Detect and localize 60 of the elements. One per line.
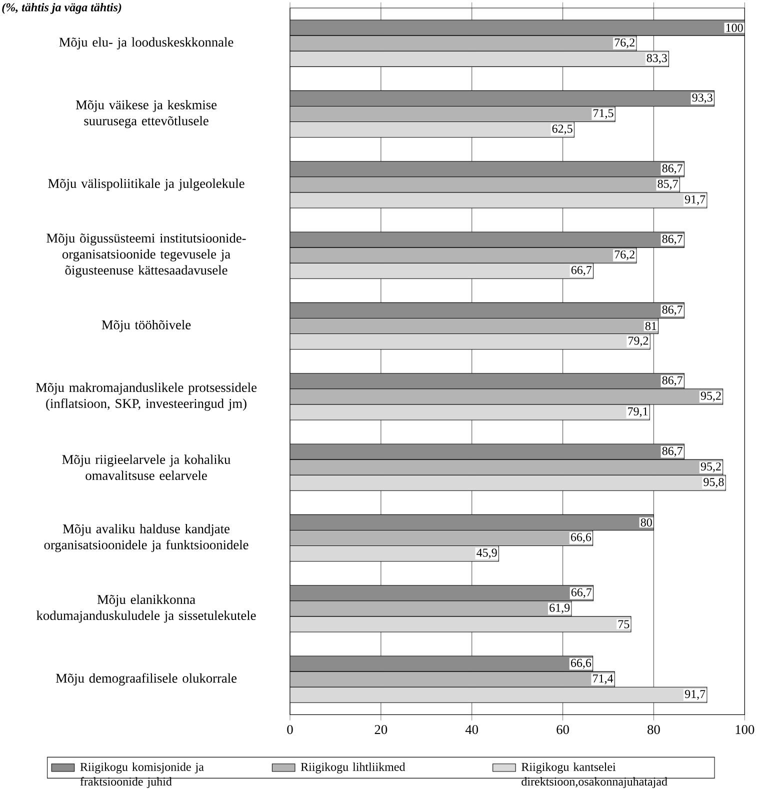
y-tick-label: Mõju välispoliitikale ja julgeolekule: [48, 178, 244, 191]
data-label: 86,7: [662, 306, 682, 316]
bar: [290, 334, 650, 350]
data-label: 95,2: [700, 392, 721, 402]
data-label: 86,7: [662, 234, 682, 245]
data-label: 71,5: [594, 109, 614, 119]
data-label: 76,2: [614, 38, 634, 48]
data-label: 95,2: [700, 462, 721, 472]
data-label: 86,7: [662, 376, 682, 386]
bar: [290, 686, 708, 703]
bar: [290, 192, 708, 208]
y-tick-label: Mõju demograafilisele olukorrale: [56, 673, 237, 686]
x-tick-label: 60: [556, 725, 569, 734]
legend-label: Riigikogu lihtliikmed: [300, 762, 406, 774]
data-label: 66,7: [571, 266, 592, 276]
data-label: 81: [645, 322, 656, 330]
bar: [290, 474, 726, 491]
data-label: 66,6: [570, 658, 592, 669]
legend-label: Riigikogu kantselei direktsioon,osakonnajuhatajad: [522, 762, 668, 788]
data-label: 71,4: [593, 674, 614, 684]
y-tick-label: Mõju elanikkonna kodumajanduskuludele ja sissetulekutele: [36, 594, 256, 623]
data-label: 61,9: [550, 604, 570, 614]
data-label: 93,3: [692, 94, 712, 104]
data-label: 79,1: [628, 407, 648, 418]
y-tick-label: Mõju avaliku halduse kandjate organisatsioonidele ja funktsioonidele: [44, 524, 248, 552]
bar: [290, 616, 632, 632]
data-label: 66,6: [570, 533, 592, 543]
data-label: 66,7: [571, 588, 592, 598]
y-tick-label: Mõju riigieelarvele ja kohaliku omavalitsuse eelarvele: [62, 454, 230, 480]
bar: [290, 546, 499, 562]
bar: [290, 50, 669, 67]
data-label: 85,7: [658, 180, 678, 190]
data-label: 76,2: [614, 250, 634, 260]
data-label: 79,2: [628, 336, 648, 346]
y-tick-label: Mõju väikese ja keskmise suurusega ettevõtlusele: [76, 100, 217, 128]
data-label: 86,7: [662, 164, 682, 174]
data-label: 100: [726, 24, 743, 32]
y-tick-label: Mõju makromajanduslikele protsessidele (inflatsioon, SKP, investeeringud jm): [36, 382, 257, 411]
y-tick-label: Mõju õigussüsteemi institutsioonide-organisatsioonide tegevusele ja õigusteenuse kättesaadavusele: [46, 233, 246, 278]
y-tick-label: Mõju tööhõivele: [102, 320, 191, 332]
text: (%, tähtis ja väga tähtis): [2, 2, 122, 14]
bar: [290, 404, 650, 420]
data-label: 91,7: [684, 195, 706, 206]
x-tick-label: 40: [465, 725, 478, 734]
x-tick-label: 80: [648, 725, 660, 734]
data-label: 86,7: [662, 446, 682, 457]
legend-label: Riigikogu komisjonide ja fraktsioonide juhid: [80, 762, 204, 788]
data-label: 80: [640, 518, 652, 527]
data-label: 45,9: [476, 548, 497, 558]
data-label: 62,5: [552, 124, 572, 134]
bar: [290, 122, 574, 138]
data-label: 83,3: [646, 54, 667, 64]
bar: [290, 262, 594, 279]
x-tick-label: 100: [736, 725, 754, 734]
data-label: 95,8: [704, 478, 724, 488]
x-tick-label: 0: [287, 725, 293, 734]
y-tick-label: Mõju elu- ja looduskeskkonnale: [59, 37, 234, 50]
x-tick-label: 20: [374, 725, 388, 734]
data-label: 91,7: [684, 690, 706, 700]
data-label: 75: [618, 620, 630, 628]
